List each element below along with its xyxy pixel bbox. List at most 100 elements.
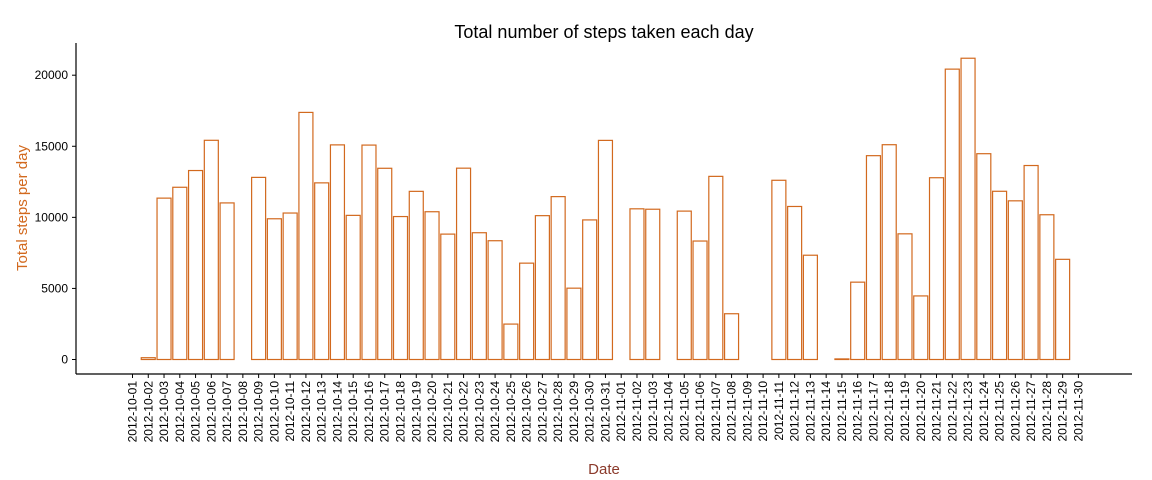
bar-2012-10-10 [266,218,282,361]
bar-2012-11-20 [913,295,929,361]
chart-title: Total number of steps taken each day [454,22,753,42]
x-axis-label: Date [588,461,620,478]
x-tick-label: 2012-10-14 [330,381,344,443]
x-tick-label: 2012-10-07 [220,381,234,443]
bar-2012-10-02 [140,357,156,361]
x-tick-label: 2012-11-06 [693,381,707,442]
x-tick-label: 2012-10-08 [236,381,250,443]
bar-2012-11-12 [787,205,803,361]
bar-2012-10-18 [392,215,409,361]
x-tick-label: 2012-10-13 [315,381,329,443]
x-tick-label: 2012-11-04 [662,381,676,442]
x-tick-label: 2012-11-20 [914,381,928,442]
x-tick-label: 2012-11-25 [993,381,1007,442]
bar-2012-11-05 [676,210,692,361]
y-axis-label: Total steps per day [14,145,31,271]
x-tick-label: 2012-10-04 [173,381,187,443]
bar-2012-11-17 [865,155,882,361]
x-tick-label: 2012-10-06 [204,381,218,443]
bar-2012-10-12 [298,111,314,361]
y-tick-label: 5000 [41,281,68,295]
x-tick-label: 2012-10-22 [457,381,471,443]
bar-2012-11-16 [850,281,866,361]
bar-2012-10-04 [172,186,188,361]
bar-2012-10-27 [534,215,550,361]
bar-2012-11-11 [771,179,787,361]
bar-2012-10-11 [282,212,298,361]
x-tick-label: 2012-10-25 [504,381,518,443]
x-tick-label: 2012-11-18 [882,381,896,442]
x-tick-label: 2012-11-02 [630,381,644,442]
y-tick-label: 0 [61,353,68,367]
bar-2012-11-15 [834,358,850,361]
x-tick-label: 2012-11-26 [1008,381,1022,442]
bar-2012-10-20 [424,211,440,361]
x-tick-label: 2012-11-19 [898,381,912,442]
x-tick-label: 2012-10-16 [362,381,376,443]
bar-2012-10-31 [597,139,614,361]
bar-2012-10-13 [314,182,330,361]
y-tick-label: 10000 [35,210,69,224]
x-tick-label: 2012-11-12 [788,381,802,442]
x-tick-label: 2012-10-05 [189,381,203,443]
x-tick-label: 2012-11-05 [677,381,691,442]
x-tick-label: 2012-10-02 [141,381,155,443]
x-tick-label: 2012-11-27 [1024,381,1038,442]
x-tick-label: 2012-11-13 [803,381,817,442]
bar-2012-10-30 [582,219,598,361]
x-tick-label: 2012-11-17 [866,381,880,442]
bar-2012-10-14 [329,144,346,361]
x-tick-label: 2012-10-24 [488,381,502,443]
x-tick-label: 2012-11-30 [1071,381,1085,442]
x-tick-label: 2012-11-09 [740,381,754,442]
x-ticks: 2012-10-01 2012-10-02 2012-10-03 2012-10-04… [126,374,1085,443]
bar-2012-11-03 [645,208,661,361]
bar-2012-11-24 [976,153,992,361]
x-tick-label: 2012-11-28 [1040,381,1054,442]
x-tick-label: 2012-10-17 [378,381,392,443]
x-tick-label: 2012-11-16 [851,381,865,442]
bar-2012-11-28 [1039,214,1055,361]
x-tick-label: 2012-11-21 [930,381,944,442]
bar-2012-11-26 [1007,200,1023,361]
y-tick-label: 15000 [35,139,69,153]
bar-2012-10-26 [519,262,535,361]
bar-2012-10-07 [219,202,235,361]
x-tick-label: 2012-11-23 [961,381,975,442]
bar-2012-10-23 [471,232,487,361]
x-tick-label: 2012-11-08 [725,381,739,442]
x-tick-label: 2012-10-31 [598,381,612,443]
bar-2012-11-07 [708,175,724,361]
bar-2012-11-13 [802,254,818,361]
x-tick-label: 2012-10-20 [425,381,439,443]
x-tick-label: 2012-11-14 [819,381,833,442]
bar-2012-10-24 [487,240,503,361]
x-tick-label: 2012-11-10 [756,381,770,442]
bar-2012-10-03 [156,197,172,361]
x-tick-label: 2012-10-12 [299,381,313,443]
bar-2012-11-18 [881,144,897,361]
x-tick-label: 2012-10-11 [283,381,297,442]
x-tick-label: 2012-10-26 [520,381,534,443]
x-tick-label: 2012-10-18 [394,381,408,443]
bar-2012-10-15 [345,214,361,361]
x-tick-label: 2012-11-29 [1056,381,1070,442]
bar-2012-10-29 [566,287,582,361]
x-tick-label: 2012-11-22 [945,381,959,442]
x-tick-label: 2012-11-01 [614,381,628,442]
x-tick-label: 2012-10-28 [551,381,565,443]
x-tick-label: 2012-10-10 [267,381,281,443]
x-tick-label: 2012-10-23 [472,381,486,443]
x-tick-label: 2012-10-09 [252,381,266,443]
bar-2012-10-21 [440,233,456,361]
bar-2012-11-02 [629,208,645,361]
x-tick-label: 2012-11-15 [835,381,849,442]
bar-2012-11-06 [692,240,708,361]
bar-2012-10-25 [503,323,519,361]
y-ticks: 0 5000 10000 15000 20000 [35,68,76,367]
x-tick-label: 2012-11-11 [772,381,786,441]
bar-2012-11-21 [928,177,945,361]
x-tick-label: 2012-10-01 [126,381,140,443]
x-tick-label: 2012-11-07 [709,381,723,442]
